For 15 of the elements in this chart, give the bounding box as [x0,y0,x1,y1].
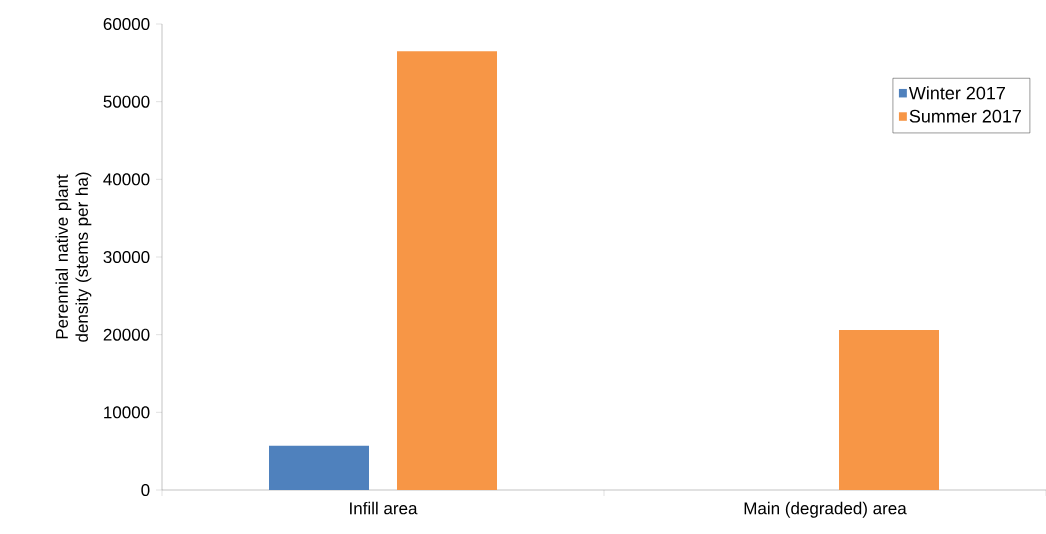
y-tick-label: 20000 [103,328,150,341]
y-tick-label: 30000 [103,250,150,264]
bar [839,330,940,490]
y-tick-label: 50000 [103,95,150,108]
y-tick-label: 40000 [103,173,150,186]
bar [397,51,497,490]
y-tick-label: 60000 [103,17,150,31]
y-tick-label: 0 [141,483,150,497]
y-axis-title: Perennial native plant density (stems per ha) [55,172,92,342]
legend-label: Winter 2017 [908,86,1005,100]
x-tick-label: Infill area [350,501,418,515]
y-tick-label: 10000 [104,406,150,419]
x-tick-label: Main (degraded) area [744,501,907,518]
bar [269,445,369,490]
legend-label: Summer 2017 [909,109,1021,123]
